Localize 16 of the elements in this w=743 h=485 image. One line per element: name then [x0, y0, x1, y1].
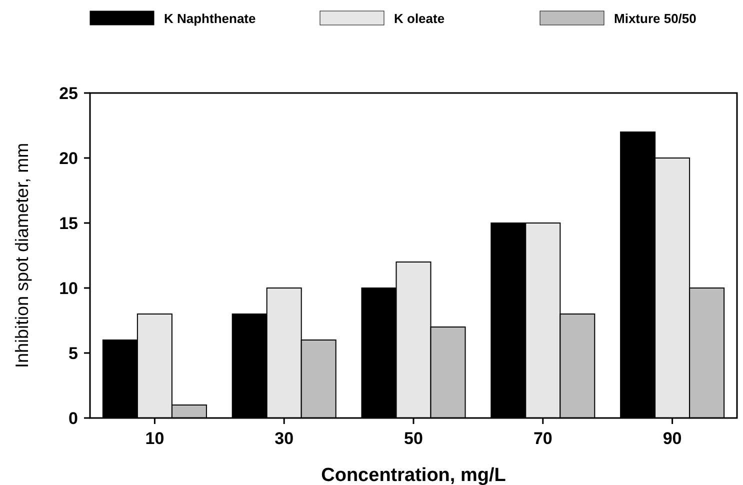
y-axis-title: Inhibition spot diameter, mm [12, 142, 32, 368]
legend-label: K Naphthenate [164, 11, 256, 26]
y-tick-label: 10 [59, 278, 78, 298]
y-tick-label: 25 [59, 84, 78, 103]
y-tick-label: 0 [68, 408, 78, 428]
y-tick-label: 20 [59, 148, 78, 168]
x-tick-label: 50 [404, 429, 423, 448]
legend-label: Mixture 50/50 [614, 11, 696, 26]
y-tick-label: 5 [68, 344, 78, 363]
x-tick-label: 30 [274, 429, 294, 448]
y-tick-label: 15 [59, 214, 78, 233]
x-tick-label: 10 [145, 429, 164, 448]
x-tick-label: 90 [662, 429, 682, 448]
x-axis-title: Concentration, mg/L [321, 465, 506, 485]
x-tick-label: 70 [533, 429, 552, 448]
legend-label: K oleate [394, 11, 445, 26]
